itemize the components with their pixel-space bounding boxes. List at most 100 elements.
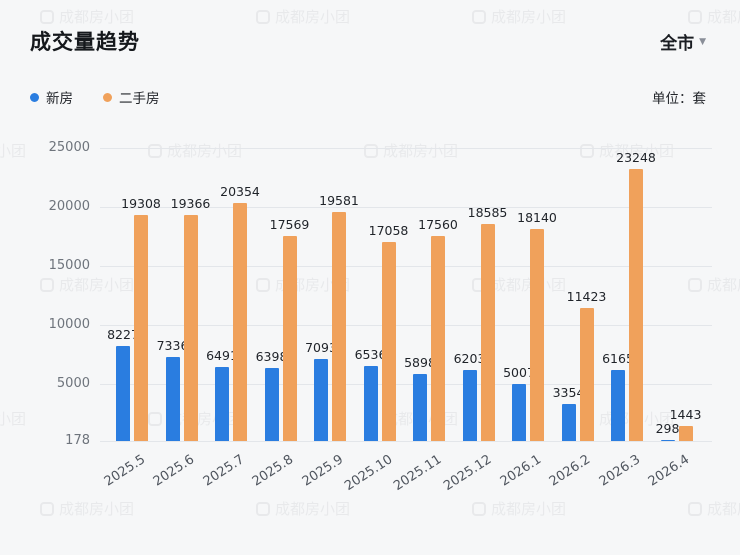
watermark-logo-icon — [472, 9, 486, 24]
watermark-logo-icon — [148, 411, 162, 426]
gridline — [100, 266, 712, 267]
bar-new-homes-2025.9[interactable] — [314, 359, 328, 441]
gridline — [100, 441, 712, 442]
watermark: 成都房小团 — [148, 140, 242, 161]
watermark-text: 成都房小团 — [59, 8, 135, 26]
watermark-logo-icon — [688, 9, 702, 24]
value-label-new-homes-2025.10: 6536 — [354, 346, 387, 362]
value-label-new-homes-2026.3: 6165 — [602, 351, 634, 367]
bar-secondhand-homes-2025.9[interactable] — [332, 212, 346, 441]
value-label-secondhand-homes-2025.9: 19581 — [319, 193, 359, 208]
value-label-new-homes-2025.8: 6398 — [255, 348, 288, 364]
bar-new-homes-2026.2[interactable] — [561, 403, 576, 441]
watermark-text: 成都房小团 — [707, 8, 740, 26]
bar-new-homes-2025.10[interactable] — [363, 365, 378, 441]
value-label-new-homes-2025.7: 6491 — [206, 347, 238, 363]
bar-new-homes-2026.3[interactable] — [611, 370, 625, 441]
legend: 新房 二手房 — [30, 87, 160, 107]
y-axis-tick-label: 5000 — [56, 376, 90, 392]
value-label-secondhand-homes-2025.10: 17058 — [368, 222, 409, 238]
legend-label-new-homes: 新房 — [46, 91, 73, 107]
watermark-logo-icon — [580, 143, 594, 158]
region-selector-label: 全市 — [660, 33, 695, 54]
watermark-logo-icon — [148, 143, 162, 158]
gridline — [100, 207, 712, 208]
bar-new-homes-2026.1[interactable] — [512, 384, 526, 441]
bar-secondhand-homes-2026.2[interactable] — [579, 308, 594, 441]
x-axis-label-2025.11: 2025.11 — [391, 452, 445, 495]
watermark-text: 成都房小团 — [599, 142, 675, 160]
bar-new-homes-2026.4[interactable] — [660, 439, 675, 441]
watermark-logo-icon — [40, 501, 54, 516]
watermark-text: 成都房小团 — [167, 142, 243, 160]
x-axis-label-2025.6: 2025.6 — [150, 452, 198, 490]
value-label-secondhand-homes-2026.3: 23248 — [616, 149, 656, 165]
bar-secondhand-homes-2025.7[interactable] — [233, 202, 247, 441]
watermark: 成都房小团 — [40, 6, 134, 27]
x-axis-label-2026.1: 2026.1 — [497, 452, 544, 490]
watermark: 成都房小团 — [40, 498, 134, 519]
x-axis-label-2025.10: 2025.10 — [341, 452, 396, 495]
y-axis-tick-label: 10000 — [48, 317, 90, 333]
value-label-new-homes-2025.5: 8227 — [107, 327, 139, 342]
value-label-new-homes-2025.11: 5898 — [404, 354, 436, 370]
bar-secondhand-homes-2026.3[interactable] — [629, 168, 643, 441]
value-label-new-homes-2026.2: 3354 — [552, 384, 585, 400]
bar-secondhand-homes-2025.12[interactable] — [480, 223, 495, 441]
bar-secondhand-homes-2026.1[interactable] — [530, 229, 544, 441]
y-axis-tick-label: 20000 — [48, 199, 90, 214]
bar-new-homes-2025.8[interactable] — [264, 367, 279, 441]
bar-new-homes-2025.7[interactable] — [215, 366, 229, 441]
value-label-secondhand-homes-2025.7: 20354 — [220, 183, 260, 199]
bar-secondhand-homes-2025.10[interactable] — [381, 241, 396, 441]
value-label-secondhand-homes-2025.5: 19308 — [121, 196, 161, 212]
watermark-text: 成都房小团 — [491, 276, 567, 294]
gridline — [100, 384, 712, 386]
watermark-text: 成都房小团 — [59, 276, 135, 294]
y-axis-tick-label: 25000 — [48, 140, 90, 155]
x-axis-label-2026.4: 2026.4 — [645, 452, 693, 490]
legend-marker-new-homes — [30, 92, 39, 102]
x-axis-label-2025.5: 2025.5 — [101, 452, 148, 490]
watermark-text: 成都房小团 — [275, 500, 351, 518]
legend-item-new-homes[interactable]: 新房 — [30, 87, 73, 107]
bar-secondhand-homes-2026.4[interactable] — [678, 426, 693, 441]
bar-new-homes-2025.5[interactable] — [116, 346, 130, 441]
bar-new-homes-2025.12[interactable] — [462, 369, 477, 441]
watermark-logo-icon — [256, 277, 270, 292]
bar-new-homes-2025.6[interactable] — [165, 356, 180, 441]
watermark-logo-icon — [688, 277, 702, 292]
header: 成交量趋势 全市 ▼ — [30, 26, 706, 56]
watermark-logo-icon — [256, 501, 270, 516]
watermark-logo-icon — [256, 9, 270, 24]
x-axis-label-2025.12: 2025.12 — [440, 452, 495, 495]
legend-item-secondhand-homes[interactable]: 二手房 — [103, 87, 160, 107]
watermark-text: 成都房小团 — [275, 8, 351, 26]
region-selector[interactable]: 全市 ▼ — [660, 29, 706, 54]
value-label-new-homes-2026.1: 5007 — [503, 365, 535, 380]
x-axis-label-2026.3: 2026.3 — [596, 452, 643, 490]
legend-label-secondhand-homes: 二手房 — [119, 91, 160, 107]
watermark-text: 成都房小团 — [707, 276, 740, 294]
bar-secondhand-homes-2025.8[interactable] — [282, 235, 297, 441]
bar-new-homes-2025.11[interactable] — [413, 373, 427, 441]
legend-marker-secondhand-homes — [103, 92, 112, 102]
watermark: 成都房小团 — [472, 6, 566, 27]
watermark-logo-icon — [40, 9, 54, 24]
watermark: 成都房小团 — [580, 140, 674, 161]
chevron-down-icon: ▼ — [699, 37, 706, 47]
watermark: 成都房小团 — [40, 274, 134, 295]
bar-secondhand-homes-2025.5[interactable] — [134, 215, 148, 441]
watermark-text: 成都房小团 — [491, 500, 567, 518]
watermark-text: 成都房小团 — [707, 500, 740, 518]
bar-secondhand-homes-2025.11[interactable] — [431, 235, 445, 441]
y-axis-tick-label: 15000 — [48, 258, 90, 273]
watermark-logo-icon — [364, 143, 378, 158]
x-axis-label-2025.9: 2025.9 — [299, 452, 346, 490]
bar-secondhand-homes-2025.6[interactable] — [183, 214, 198, 441]
watermark: 成都房小团 — [0, 408, 26, 429]
watermark: 成都房小团 — [688, 498, 740, 519]
value-label-new-homes-2025.9: 7093 — [305, 340, 337, 356]
